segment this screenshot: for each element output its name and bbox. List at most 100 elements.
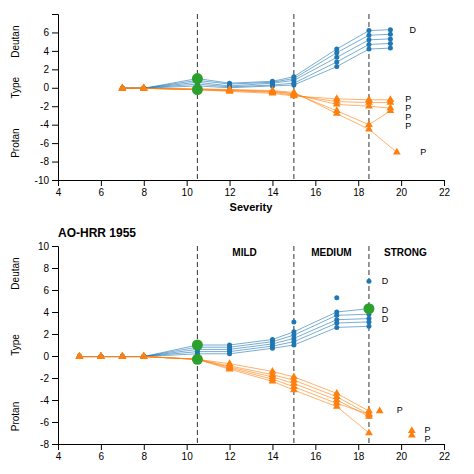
tick-label: 12: [224, 187, 236, 198]
tick-label: -6: [40, 417, 49, 428]
tick-label: 16: [310, 451, 322, 462]
tick-mark: [52, 290, 58, 291]
series-line: [122, 88, 390, 124]
point: [388, 27, 393, 32]
x-tick: 14: [267, 444, 279, 462]
axis-section-label: Protan: [10, 402, 21, 431]
point: [140, 352, 148, 359]
y-axis: -10-8-6-4-20246: [35, 15, 59, 186]
plot-area: [118, 14, 400, 180]
tick-label: 22: [439, 451, 451, 462]
tick-label: 6: [99, 187, 105, 198]
tick-mark: [52, 106, 58, 107]
y-tick: -4: [40, 395, 58, 406]
panel: 46810121416182022-10-8-6-4-20246DPPPPPDe…: [10, 14, 451, 213]
x-tick: 12: [224, 180, 236, 198]
tick-label: 2: [43, 329, 49, 340]
point: [366, 319, 371, 324]
tick-label: -4: [40, 119, 49, 130]
series-line: [122, 34, 390, 88]
y-tick: 10: [38, 241, 58, 252]
point: [226, 365, 234, 372]
point: [366, 33, 371, 38]
point: [140, 84, 148, 91]
tick-mark: [144, 444, 145, 450]
tick-label: 10: [182, 187, 194, 198]
series-line: [122, 48, 390, 88]
point: [366, 324, 371, 329]
tick-label: 16: [310, 187, 322, 198]
x-tick: 20: [396, 444, 408, 462]
y-tick: 6: [43, 285, 58, 296]
x-tick: 8: [141, 444, 147, 462]
point: [365, 410, 373, 417]
point: [334, 59, 339, 64]
y-tick: -2: [40, 101, 58, 112]
tick-label: 22: [439, 187, 451, 198]
point: [365, 125, 373, 132]
point: [334, 321, 339, 326]
tick-mark: [101, 180, 102, 186]
tick-label: 2: [43, 64, 49, 75]
tick-label: 8: [141, 187, 147, 198]
tick-mark: [315, 444, 316, 450]
y-tick: 4: [43, 307, 58, 318]
point: [334, 55, 339, 60]
axis-section-label: Type: [10, 334, 21, 356]
point-label: P: [397, 405, 403, 415]
x-tick: 6: [99, 444, 105, 462]
tick-mark: [272, 444, 273, 450]
point: [226, 85, 234, 92]
tick-mark: [52, 69, 58, 70]
point-label: P: [425, 434, 431, 444]
axis-section-label: Deutan: [10, 257, 21, 289]
x-tick: 4: [56, 444, 62, 462]
point: [97, 352, 105, 359]
series-line: [122, 30, 390, 89]
y-tick: 8: [43, 263, 58, 274]
point: [118, 352, 126, 359]
tick-mark: [272, 180, 273, 186]
axis-line: [52, 247, 59, 445]
point: [366, 42, 371, 47]
x-axis: 46810121416182022: [56, 444, 451, 462]
y-tick: -6: [40, 417, 58, 428]
y-tick: -8: [40, 156, 58, 167]
tick-label: 6: [99, 451, 105, 462]
point: [388, 41, 393, 46]
point: [140, 84, 148, 91]
tick-label: 10: [38, 241, 50, 252]
point: [118, 352, 126, 359]
point: [366, 28, 371, 33]
x-axis-title: Severity: [230, 201, 274, 213]
tick-label: 14: [267, 187, 279, 198]
point: [118, 352, 126, 359]
figure: 46810121416182022-10-8-6-4-20246DPPPPPDe…: [0, 0, 474, 474]
point: [97, 352, 105, 359]
point: [363, 303, 374, 314]
point: [76, 352, 84, 359]
point: [270, 346, 275, 351]
series-line: [122, 44, 390, 89]
tick-mark: [101, 444, 102, 450]
point: [76, 352, 84, 359]
tick-label: -10: [35, 175, 50, 186]
y-tick: 0: [43, 351, 58, 362]
y-tick: -4: [40, 119, 58, 130]
point: [140, 84, 148, 91]
point: [140, 352, 148, 359]
point: [226, 85, 234, 92]
tick-mark: [187, 180, 188, 186]
tick-mark: [52, 334, 58, 335]
point: [192, 84, 203, 95]
tick-label: 6: [43, 285, 49, 296]
point: [388, 32, 393, 37]
point: [366, 47, 371, 52]
tick-label: 4: [43, 46, 49, 57]
x-tick: 12: [224, 444, 236, 462]
series-line: [122, 88, 396, 152]
tick-label: 12: [224, 451, 236, 462]
x-tick: 10: [182, 180, 194, 198]
point: [76, 352, 84, 359]
annotations: DPPPPPDeutanTypeProtan: [10, 25, 427, 158]
